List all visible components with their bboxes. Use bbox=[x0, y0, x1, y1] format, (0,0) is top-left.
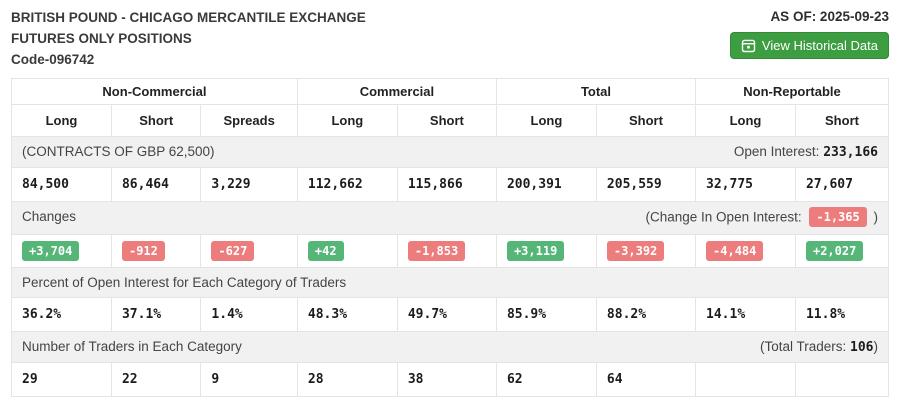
col-header-noncomm-short: Short bbox=[110, 104, 202, 137]
top-bar: BRITISH POUND - CHICAGO MERCANTILE EXCHA… bbox=[0, 0, 900, 78]
traders-section-row: Number of Traders in Each Category (Tota… bbox=[11, 331, 889, 363]
total-traders-prefix: (Total Traders: bbox=[759, 339, 847, 354]
percent-cell: 37.1% bbox=[110, 297, 202, 332]
change-badge: +3,119 bbox=[506, 241, 565, 261]
change-oi-suffix: ) bbox=[873, 209, 879, 225]
change-oi-badge: -1,365 bbox=[809, 207, 867, 227]
col-header-comm-long: Long bbox=[296, 104, 398, 137]
title-block: BRITISH POUND - CHICAGO MERCANTILE EXCHA… bbox=[11, 7, 366, 70]
value-cell: 200,391 bbox=[495, 167, 597, 202]
as-of-date: AS OF: 2025-09-23 bbox=[770, 9, 889, 24]
col-header-total-long: Long bbox=[495, 104, 597, 137]
change-cell: -627 bbox=[200, 234, 298, 268]
percent-cell: 14.1% bbox=[695, 297, 796, 332]
total-traders-value: 106 bbox=[850, 340, 874, 355]
traders-row: 29 22 9 28 38 62 64 bbox=[11, 362, 890, 397]
col-header-total-short: Short bbox=[595, 104, 697, 137]
group-header-non-reportable: Non-Reportable bbox=[695, 78, 889, 105]
contracts-label: (CONTRACTS OF GBP 62,500) bbox=[22, 144, 215, 159]
percent-cell: 11.8% bbox=[794, 297, 890, 332]
col-header-nonrep-short: Short bbox=[794, 104, 890, 137]
traders-cell: 62 bbox=[495, 362, 597, 397]
group-header-non-commercial: Non-Commercial bbox=[11, 78, 298, 105]
value-cell: 115,866 bbox=[396, 167, 497, 202]
col-header-noncomm-long: Long bbox=[11, 104, 112, 137]
change-badge: -3,392 bbox=[606, 241, 665, 261]
changes-section-row: Changes (Change In Open Interest: -1,365… bbox=[11, 201, 889, 235]
col-header-nonrep-long: Long bbox=[695, 104, 796, 137]
col-header-noncomm-spreads: Spreads bbox=[200, 104, 298, 137]
traders-cell: 9 bbox=[200, 362, 298, 397]
change-badge: +3,704 bbox=[22, 241, 80, 261]
percent-row: 36.2% 37.1% 1.4% 48.3% 49.7% 85.9% 88.2%… bbox=[11, 297, 890, 332]
column-header-row: Long Short Spreads Long Short Long Short… bbox=[11, 104, 890, 137]
percent-cell: 1.4% bbox=[200, 297, 298, 332]
view-historical-data-button[interactable]: View Historical Data bbox=[729, 32, 889, 59]
percent-label: Percent of Open Interest for Each Catego… bbox=[22, 275, 347, 290]
value-cell: 86,464 bbox=[110, 167, 202, 202]
traders-label: Number of Traders in Each Category bbox=[22, 339, 242, 354]
change-cell: +3,119 bbox=[495, 234, 597, 268]
change-cell: -4,484 bbox=[695, 234, 796, 268]
changes-row: +3,704 -912 -627 +42 -1,853 +3,119 -3,39… bbox=[11, 234, 890, 268]
value-cell: 32,775 bbox=[695, 167, 796, 202]
change-badge: +42 bbox=[307, 241, 344, 261]
traders-cell: 29 bbox=[11, 362, 112, 397]
total-traders-suffix: ) bbox=[873, 339, 879, 354]
change-badge: -912 bbox=[121, 241, 165, 261]
traders-cell bbox=[794, 362, 890, 397]
open-interest: Open Interest: 233,166 bbox=[734, 144, 878, 160]
change-cell: -1,853 bbox=[396, 234, 497, 268]
value-cell: 205,559 bbox=[595, 167, 697, 202]
change-cell: -3,392 bbox=[595, 234, 697, 268]
calendar-icon bbox=[741, 38, 756, 53]
change-badge: +2,027 bbox=[805, 241, 864, 261]
value-cell: 3,229 bbox=[200, 167, 298, 202]
percent-cell: 36.2% bbox=[11, 297, 112, 332]
value-cell: 27,607 bbox=[794, 167, 890, 202]
change-oi-prefix: (Change In Open Interest: bbox=[645, 209, 802, 225]
change-badge: -4,484 bbox=[706, 241, 764, 261]
percent-section-row: Percent of Open Interest for Each Catego… bbox=[11, 267, 889, 298]
value-cell: 84,500 bbox=[11, 167, 112, 202]
report-subtitle: FUTURES ONLY POSITIONS bbox=[11, 31, 192, 46]
change-cell: -912 bbox=[110, 234, 202, 268]
top-right-block: AS OF: 2025-09-23 View Historical Data bbox=[729, 7, 889, 59]
contracts-section-row: (CONTRACTS OF GBP 62,500) Open Interest:… bbox=[11, 136, 889, 168]
group-header-commercial: Commercial bbox=[296, 78, 497, 105]
report-title: BRITISH POUND - CHICAGO MERCANTILE EXCHA… bbox=[11, 10, 366, 25]
positions-row: 84,500 86,464 3,229 112,662 115,866 200,… bbox=[11, 167, 890, 202]
view-historical-data-label: View Historical Data bbox=[761, 38, 878, 53]
change-cell: +3,704 bbox=[11, 234, 112, 268]
percent-cell: 48.3% bbox=[296, 297, 398, 332]
report-code: Code-096742 bbox=[11, 52, 95, 67]
change-badge: -1,853 bbox=[407, 241, 466, 261]
traders-cell: 38 bbox=[396, 362, 497, 397]
cot-positions-table: Non-Commercial Commercial Total Non-Repo… bbox=[11, 78, 890, 397]
traders-cell: 28 bbox=[296, 362, 398, 397]
group-header-row: Non-Commercial Commercial Total Non-Repo… bbox=[11, 78, 889, 105]
open-interest-value: 233,166 bbox=[823, 145, 878, 160]
change-badge: -627 bbox=[211, 241, 255, 261]
group-header-total: Total bbox=[495, 78, 697, 105]
percent-cell: 85.9% bbox=[495, 297, 597, 332]
change-cell: +2,027 bbox=[794, 234, 890, 268]
total-traders: (Total Traders: 106) bbox=[760, 339, 878, 355]
percent-cell: 88.2% bbox=[595, 297, 697, 332]
change-in-open-interest: (Change In Open Interest: -1,365 ) bbox=[645, 207, 879, 227]
percent-cell: 49.7% bbox=[396, 297, 497, 332]
traders-cell: 64 bbox=[595, 362, 697, 397]
traders-cell: 22 bbox=[110, 362, 202, 397]
traders-cell bbox=[695, 362, 796, 397]
open-interest-label: Open Interest: bbox=[733, 144, 820, 159]
changes-label: Changes bbox=[22, 209, 77, 224]
value-cell: 112,662 bbox=[296, 167, 398, 202]
change-cell: +42 bbox=[296, 234, 398, 268]
col-header-comm-short: Short bbox=[396, 104, 497, 137]
